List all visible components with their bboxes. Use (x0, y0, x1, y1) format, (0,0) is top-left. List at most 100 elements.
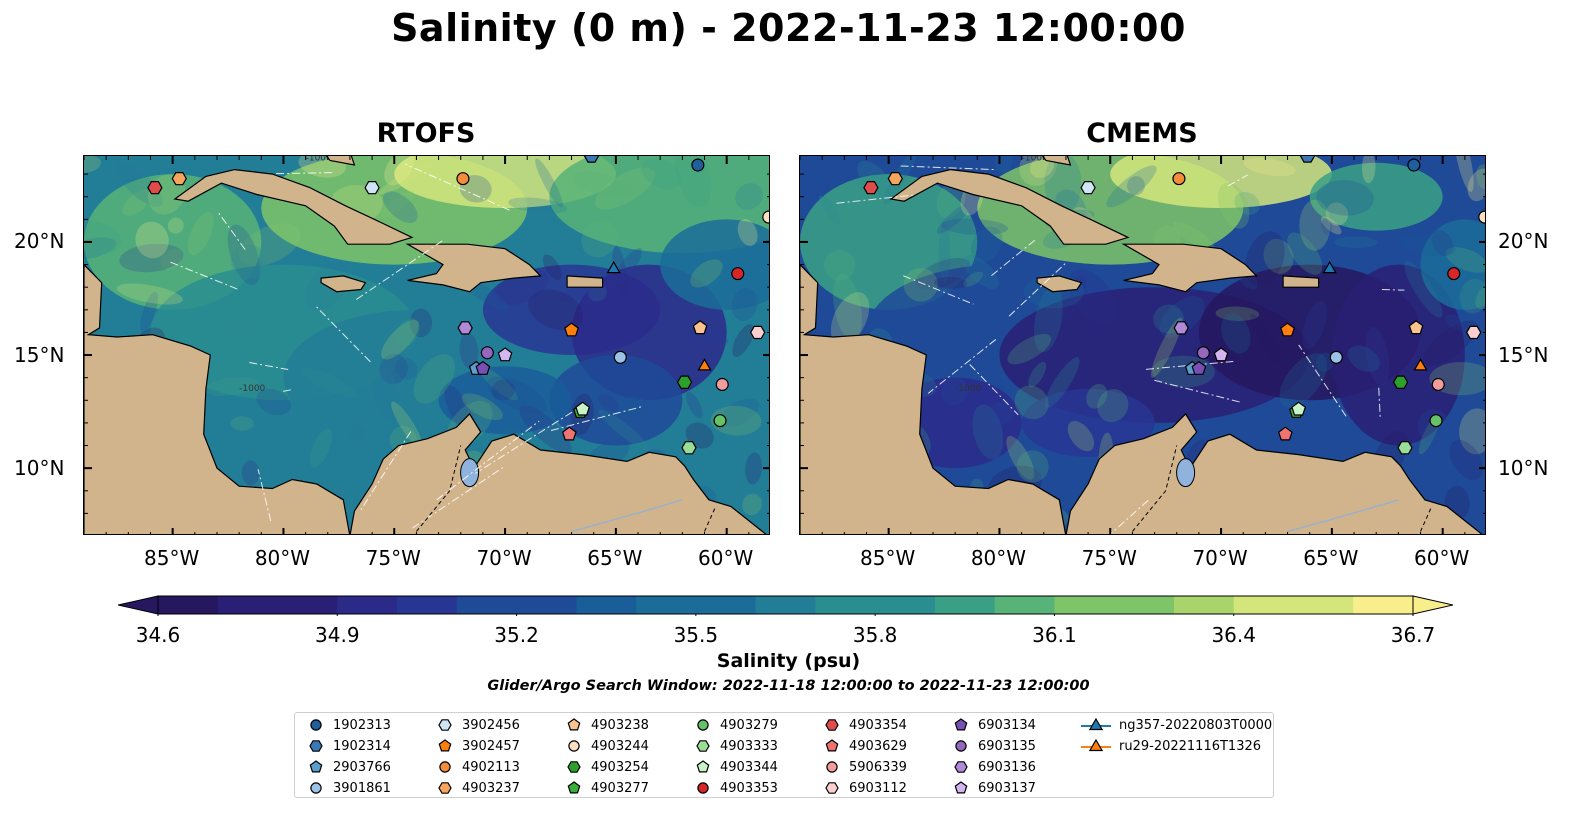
legend-item-4903333: 4903333 (694, 736, 778, 756)
legend-item-4903237: 4903237 (436, 778, 520, 798)
legend-item-ng357-20220803T0000: ng357-20220803T0000 (1081, 715, 1272, 735)
svg-text:-1000: -1000 (955, 384, 981, 394)
platform-marker-4903237[interactable] (887, 172, 903, 186)
pentagon-marker-icon (696, 760, 710, 773)
platform-marker-4903353[interactable] (1447, 267, 1461, 281)
pentagon-marker-icon (438, 739, 452, 752)
platform-marker-6903134[interactable] (475, 360, 491, 375)
legend-item-1902314: 1902314 (307, 736, 391, 756)
platform-marker-ru29-20221116T1326[interactable] (1413, 358, 1428, 371)
platform-marker-6903112[interactable] (1466, 325, 1482, 340)
platform-marker-1902313[interactable] (691, 158, 705, 172)
platform-marker-3902456[interactable] (1080, 181, 1096, 195)
rtofs-map[interactable]: -1000 -100 (83, 155, 770, 535)
platform-marker-ng357-20220803T0000[interactable] (606, 260, 621, 274)
platform-marker-6903135[interactable] (1196, 346, 1210, 360)
platform-marker-ru29-20221116T1326[interactable] (697, 358, 712, 371)
platform-marker-1902314[interactable] (583, 156, 600, 163)
colorbar (117, 594, 1454, 620)
circle-marker-icon (568, 740, 580, 752)
platform-marker-4903344[interactable] (575, 401, 591, 416)
platform-marker-4903244[interactable] (1478, 210, 1486, 224)
platform-marker-6903136[interactable] (457, 321, 473, 335)
legend-label: 4903354 (849, 717, 907, 733)
legend-label: 6903136 (978, 759, 1036, 775)
hexagon-marker-icon (438, 719, 452, 731)
triangle-marker-icon (1081, 717, 1111, 731)
platform-marker-4903279[interactable] (713, 414, 727, 428)
platform-marker-5906339[interactable] (715, 377, 729, 392)
legend-label: 4903333 (720, 738, 778, 754)
legend-item-3902456: 3902456 (436, 715, 520, 735)
hexagon-marker-icon (309, 740, 323, 752)
platform-marker-4903244[interactable] (762, 210, 770, 224)
legend-item-4903279: 4903279 (694, 715, 778, 735)
platform-marker-6903136[interactable] (1173, 321, 1189, 335)
legend-item-6903137: 6903137 (952, 778, 1036, 798)
legend-label: 4903344 (720, 759, 778, 775)
platform-marker-3902457[interactable] (1280, 322, 1295, 337)
platform-marker-3902456[interactable] (364, 181, 380, 195)
platform-marker-4903353[interactable] (731, 267, 745, 281)
platform-marker-4903254[interactable] (1392, 375, 1409, 389)
lon-label-rtofs-65W: 65°W (587, 546, 643, 570)
platform-marker-6903135[interactable] (480, 346, 494, 360)
lon-label-rtofs-75W: 75°W (365, 546, 421, 570)
pentagon-marker-icon (825, 739, 839, 752)
legend-item-4903254: 4903254 (565, 757, 649, 777)
platform-marker-6903134[interactable] (1191, 360, 1207, 375)
pentagon-marker-icon (567, 718, 581, 731)
legend-label: 6903137 (978, 780, 1036, 796)
legend-item-4903353: 4903353 (694, 778, 778, 798)
platform-marker-4903344[interactable] (1291, 401, 1307, 416)
lon-label-rtofs-85W: 85°W (144, 546, 200, 570)
platform-marker-4903238[interactable] (1408, 320, 1424, 335)
legend-label: 3902456 (462, 717, 520, 733)
platform-marker-1902313[interactable] (1407, 158, 1421, 172)
lat-label-15n: 15°N (14, 343, 65, 367)
platform-marker-6903112[interactable] (750, 325, 766, 340)
platform-marker-4903629[interactable] (1277, 426, 1293, 441)
legend-item-6903112: 6903112 (823, 778, 907, 798)
platform-marker-4903237[interactable] (171, 172, 187, 186)
legend-item-4902113: 4902113 (436, 757, 520, 777)
svg-text:-100: -100 (306, 156, 327, 164)
platform-marker-6903137[interactable] (1213, 347, 1229, 362)
platform-marker-4903354[interactable] (863, 181, 879, 195)
page-title: Salinity (0 m) - 2022-11-23 12:00:00 (391, 6, 1186, 50)
platform-marker-3901861[interactable] (1329, 350, 1343, 364)
svg-text:-100: -100 (1022, 156, 1043, 164)
platform-marker-4903333[interactable] (681, 441, 697, 455)
hexagon-marker-icon (825, 782, 839, 794)
legend-item-2903766: 2903766 (307, 757, 391, 777)
platform-marker-ng357-20220803T0000[interactable] (1322, 260, 1337, 274)
platform-marker-4902113[interactable] (1172, 172, 1186, 186)
platform-marker-4903254[interactable] (676, 375, 693, 389)
platform-marker-4902113[interactable] (456, 172, 470, 186)
legend-label: 4903277 (591, 780, 649, 796)
platform-marker-1902314[interactable] (1299, 156, 1316, 163)
lat-label-10n-right: 10°N (1498, 456, 1549, 480)
legend-item-4903354: 4903354 (823, 715, 907, 735)
platform-marker-4903333[interactable] (1397, 441, 1413, 455)
platform-marker-3902457[interactable] (564, 322, 579, 337)
platform-marker-6903137[interactable] (497, 347, 513, 362)
legend-item-ru29-20221116T1326: ru29-20221116T1326 (1081, 736, 1261, 756)
pentagon-marker-icon (567, 781, 581, 794)
platform-marker-3901861[interactable] (613, 350, 627, 364)
circle-marker-icon (826, 761, 838, 773)
colorbar-tick-label: 36.7 (1390, 623, 1436, 647)
platform-marker-5906339[interactable] (1431, 377, 1445, 392)
legend-label: 5906339 (849, 759, 907, 775)
colorbar-tick-label: 36.4 (1211, 623, 1256, 647)
platform-marker-4903354[interactable] (147, 181, 163, 195)
legend-item-6903136: 6903136 (952, 757, 1036, 777)
legend-label: 4902113 (462, 759, 520, 775)
cmems-map[interactable]: -1000 -100 (799, 155, 1486, 535)
legend-label: 4903237 (462, 780, 520, 796)
platform-marker-4903629[interactable] (561, 426, 577, 441)
circle-marker-icon (310, 719, 322, 731)
platform-marker-4903238[interactable] (692, 320, 708, 335)
circle-marker-icon (310, 782, 322, 794)
platform-marker-4903279[interactable] (1429, 414, 1443, 428)
